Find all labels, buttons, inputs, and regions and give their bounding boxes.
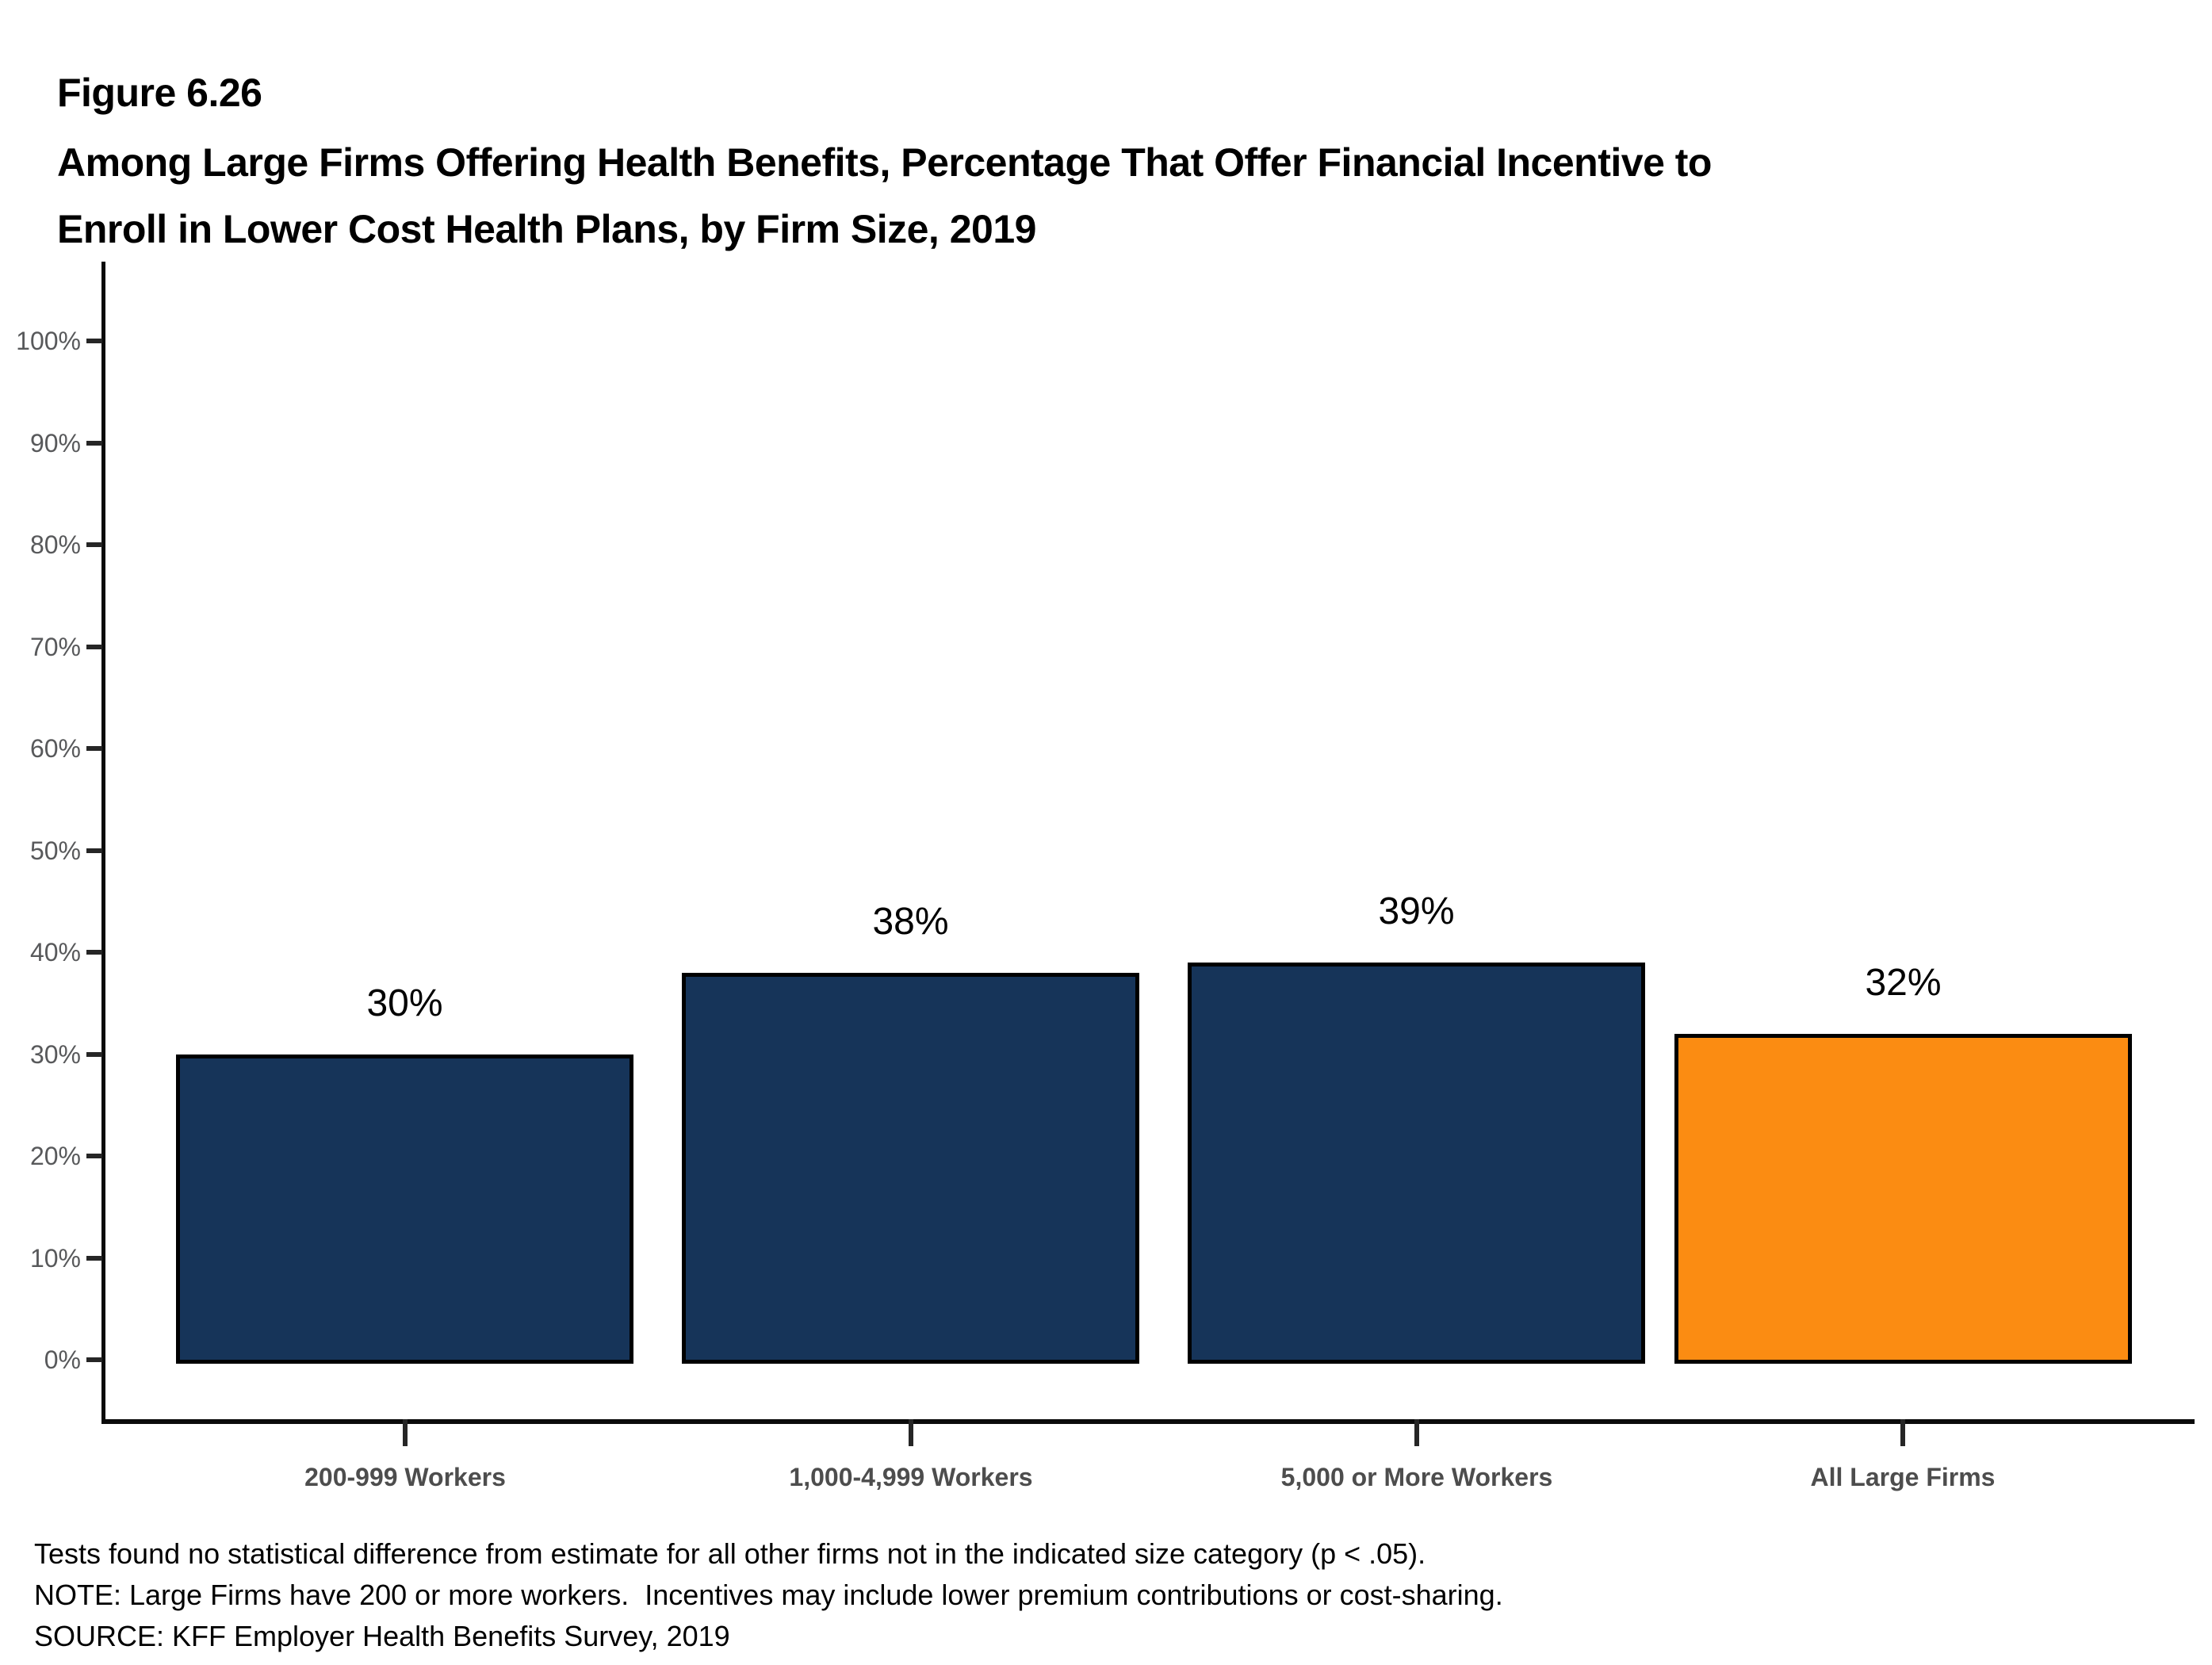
y-axis-tick	[86, 440, 102, 446]
y-axis-line	[101, 262, 105, 1424]
y-axis-tick	[86, 746, 102, 751]
y-axis-tick-label: 0%	[44, 1345, 81, 1374]
y-axis-tick-label: 70%	[29, 632, 81, 661]
bar-highlighted	[1674, 1033, 2132, 1364]
bar-value-label: 30%	[366, 982, 443, 1024]
y-axis-tick	[86, 542, 102, 547]
footnote-statistical: Tests found no statistical difference fr…	[34, 1537, 1426, 1570]
x-category-label: 5,000 or More Workers	[1280, 1463, 1553, 1491]
y-axis-tick-label: 30%	[29, 1039, 81, 1069]
x-category-label: All Large Firms	[1810, 1463, 1996, 1491]
x-axis-tick	[403, 1419, 408, 1446]
y-axis-tick	[86, 848, 102, 853]
x-category-label: 1,000-4,999 Workers	[789, 1463, 1033, 1491]
y-axis-tick-label: 50%	[29, 836, 81, 865]
footnotes: Tests found no statistical difference fr…	[34, 1533, 1503, 1657]
y-axis-tick	[86, 1154, 102, 1158]
bar-group: 30%	[176, 982, 633, 1364]
y-axis-tick-label: 10%	[29, 1243, 81, 1273]
bar-group: 32%	[1674, 962, 2132, 1364]
x-axis-tick	[1900, 1419, 1905, 1446]
bar-value-label: 32%	[1865, 961, 1942, 1004]
y-axis-tick-label: 40%	[29, 938, 81, 966]
chart-title-line-2: Enroll in Lower Cost Health Plans, by Fi…	[57, 207, 1036, 251]
bar	[1188, 962, 1645, 1364]
bar-value-label: 39%	[1378, 890, 1455, 932]
y-axis-tick-label: 100%	[16, 327, 81, 355]
y-axis-tick	[86, 644, 102, 649]
chart-title-line-1: Among Large Firms Offering Health Benefi…	[57, 140, 1712, 185]
y-axis-tick	[86, 950, 102, 955]
x-axis-line	[101, 1419, 2195, 1424]
bar	[682, 972, 1139, 1364]
x-axis-tick	[909, 1419, 913, 1446]
footnote-source: SOURCE: KFF Employer Health Benefits Sur…	[34, 1620, 730, 1652]
bar-group: 39%	[1188, 890, 1645, 1364]
y-axis-tick-label: 60%	[29, 734, 81, 763]
y-axis-tick	[86, 1357, 102, 1362]
bar-value-label: 38%	[872, 900, 949, 943]
y-axis-tick	[86, 339, 102, 343]
y-axis-tick	[86, 1051, 102, 1057]
y-axis-tick	[86, 1255, 102, 1261]
x-category-label: 200-999 Workers	[304, 1463, 506, 1491]
figure-number: Figure 6.26	[57, 71, 262, 115]
bar	[176, 1054, 633, 1364]
y-axis-tick-label: 80%	[29, 530, 81, 559]
bar-group: 38%	[682, 901, 1139, 1364]
y-axis-tick-label: 20%	[29, 1142, 81, 1170]
footnote-note: NOTE: Large Firms have 200 or more worke…	[34, 1579, 1503, 1611]
x-axis-tick	[1414, 1419, 1419, 1446]
y-axis-tick-label: 90%	[29, 428, 81, 457]
